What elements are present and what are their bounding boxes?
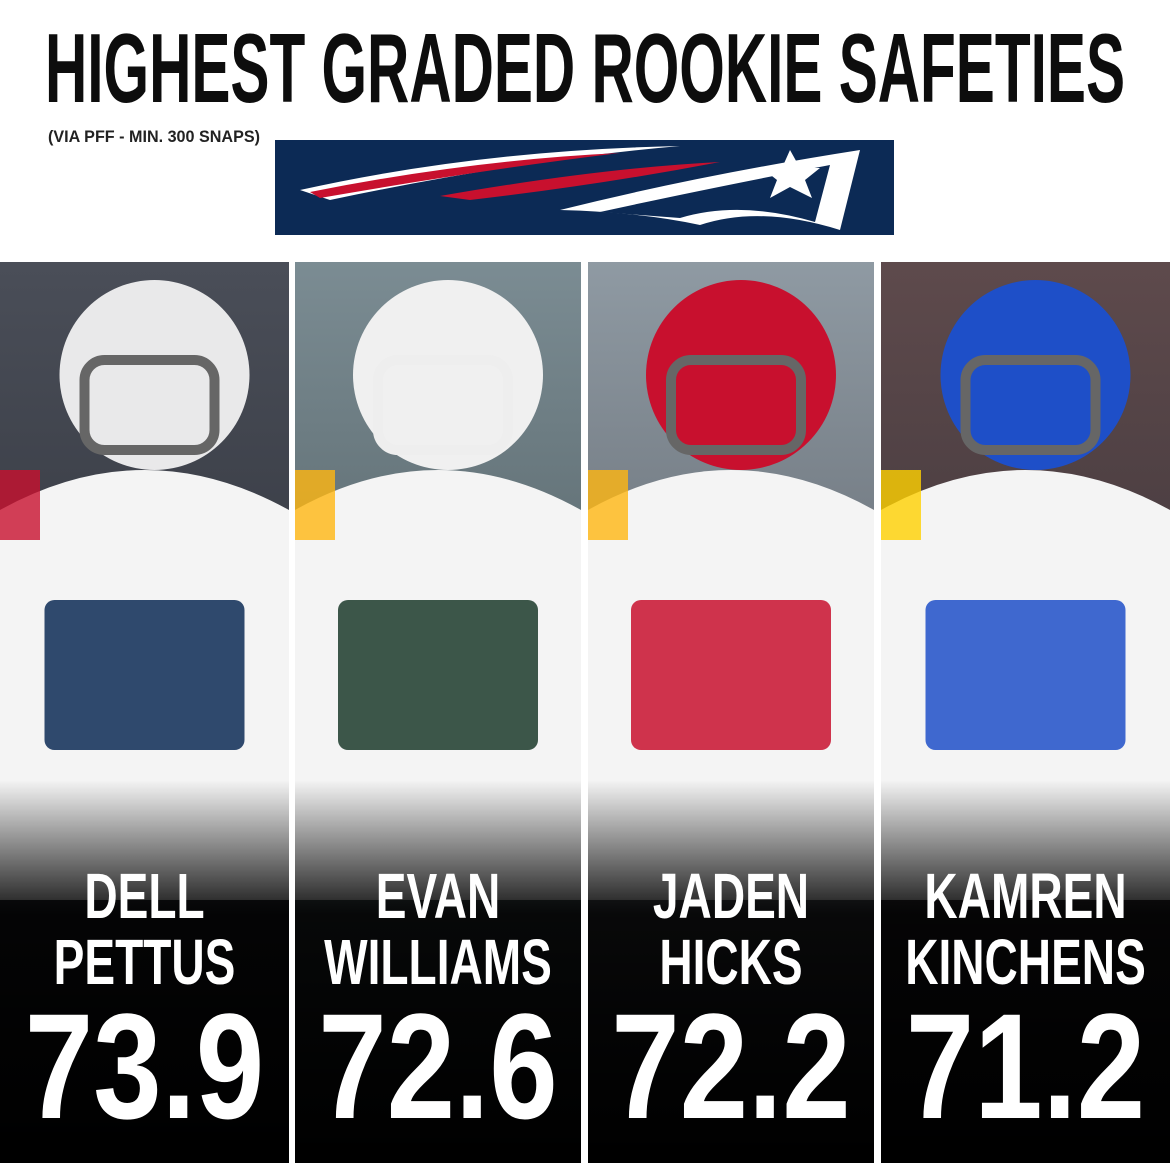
player-name: KAMREN: [924, 861, 1126, 932]
player-grade: 73.9: [25, 983, 264, 1150]
jersey-number-shape: [925, 600, 1126, 750]
facemask: [666, 355, 806, 455]
player-name: WILLIAMS: [324, 927, 552, 998]
helmet: [646, 280, 836, 470]
facemask: [960, 355, 1101, 455]
name-fade: [881, 780, 1170, 1163]
helmet: [940, 280, 1131, 470]
name-fade: [0, 780, 289, 1163]
title: HIGHEST GRADED ROOKIE SAFETIES: [45, 13, 1125, 123]
helmet: [353, 280, 543, 470]
jersey-trim: [881, 470, 921, 540]
player-grade: 72.2: [611, 983, 850, 1150]
subtitle: (VIA PFF - MIN. 300 SNAPS): [48, 127, 260, 146]
jersey-number-shape: [338, 600, 538, 750]
player-grade: 72.6: [318, 983, 557, 1150]
name-fade: [588, 780, 874, 1163]
jersey-trim: [588, 470, 628, 540]
player-name: PETTUS: [54, 927, 236, 998]
jersey-trim: [0, 470, 40, 540]
player-panels: DELLPETTUS73.9EVANWILLIAMS72.6JADENHICKS…: [0, 262, 1170, 1163]
player-grade: 71.2: [906, 983, 1145, 1150]
team-logo: [275, 140, 894, 235]
player-name: DELL: [84, 861, 204, 932]
player-name: HICKS: [659, 927, 802, 998]
player-name: JADEN: [653, 861, 809, 932]
helmet: [59, 280, 250, 470]
jersey-trim: [295, 470, 335, 540]
jersey-number-shape: [44, 600, 245, 750]
jersey-number-shape: [631, 600, 831, 750]
player-name: EVAN: [376, 861, 501, 932]
facemask: [79, 355, 220, 455]
name-fade: [295, 780, 581, 1163]
facemask: [373, 355, 513, 455]
player-name: KINCHENS: [905, 927, 1146, 998]
